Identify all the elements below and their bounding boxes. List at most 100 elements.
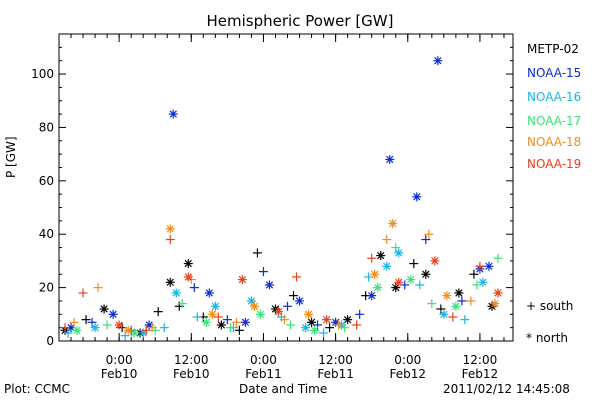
y-tick-label: 100	[31, 67, 54, 81]
point-noaa-15-north	[240, 317, 250, 327]
point-noaa-19-south	[475, 261, 485, 271]
point-noaa-18-north	[442, 291, 452, 301]
point-noaa-19-south	[141, 325, 151, 335]
point-noaa-16-north	[382, 261, 392, 271]
point-noaa-15-north	[484, 261, 494, 271]
x-tick-date-label: Feb10	[101, 367, 138, 381]
plot-timestamp: 2011/02/12 14:45:08	[443, 382, 570, 396]
point-noaa-19-north	[237, 275, 247, 285]
point-noaa-19-south	[60, 323, 70, 333]
y-tick-label: 40	[39, 227, 54, 241]
point-noaa-15-north	[385, 154, 395, 164]
legend-north-symbol: * north	[526, 331, 569, 345]
plot-frame	[58, 33, 514, 342]
point-metp-02-north	[99, 304, 109, 314]
point-noaa-19-south	[213, 312, 223, 322]
x-tick-date-label: Feb11	[245, 367, 282, 381]
point-noaa-19-south	[165, 235, 175, 245]
point-noaa-17-south	[391, 243, 401, 253]
point-noaa-19-north	[493, 288, 503, 298]
x-tick-date-label: Feb12	[462, 367, 499, 381]
point-metp-02-north	[454, 288, 464, 298]
point-noaa-17-south	[340, 323, 350, 333]
point-noaa-16-south	[192, 312, 202, 322]
point-noaa-19-north	[322, 315, 332, 325]
point-noaa-18-north	[165, 224, 175, 234]
point-noaa-16-north	[301, 323, 311, 333]
point-metp-02-north	[183, 259, 193, 269]
point-noaa-17-south	[493, 253, 503, 263]
point-noaa-16-south	[159, 323, 169, 333]
point-metp-02-south	[153, 307, 163, 317]
point-noaa-18-south	[69, 317, 79, 327]
point-noaa-19-north	[273, 307, 283, 317]
y-tick-label: 0	[46, 334, 54, 348]
point-noaa-19-south	[352, 320, 362, 330]
point-metp-02-north	[421, 269, 431, 279]
point-metp-02-south	[289, 291, 299, 301]
point-noaa-18-south	[424, 229, 434, 239]
point-noaa-17-south	[177, 299, 187, 309]
point-noaa-15-south	[258, 267, 268, 277]
point-noaa-15-south	[189, 283, 199, 293]
point-noaa-19-north	[430, 256, 440, 266]
point-noaa-15-north	[412, 192, 422, 202]
point-noaa-16-north	[394, 248, 404, 258]
point-noaa-18-south	[466, 296, 476, 306]
point-noaa-18-south	[334, 320, 344, 330]
point-noaa-18-north	[388, 219, 398, 229]
point-noaa-15-north	[264, 280, 274, 290]
point-metp-02-south	[409, 259, 419, 269]
point-noaa-19-south	[367, 253, 377, 263]
point-noaa-16-north	[210, 301, 220, 311]
point-noaa-16-south	[63, 328, 73, 338]
point-noaa-19-south	[292, 272, 302, 282]
x-tick-label: 0:00	[250, 353, 277, 367]
point-noaa-17-south	[102, 320, 112, 330]
point-noaa-19-south	[448, 312, 458, 322]
point-noaa-15-south	[421, 235, 431, 245]
legend-entry-noaa-17: NOAA-17	[527, 114, 582, 128]
point-metp-02-south	[252, 248, 262, 258]
point-noaa-18-south	[147, 323, 157, 333]
point-noaa-18-south	[93, 283, 103, 293]
point-noaa-15-north	[367, 291, 377, 301]
point-noaa-16-south	[415, 280, 425, 290]
point-metp-02-north	[216, 320, 226, 330]
x-tick-label: 12:00	[174, 353, 209, 367]
point-noaa-18-north	[490, 299, 500, 309]
point-noaa-16-south	[460, 315, 470, 325]
point-noaa-17-south	[225, 323, 235, 333]
point-noaa-19-north	[114, 320, 124, 330]
point-metp-02-south	[469, 269, 479, 279]
point-noaa-17-north	[310, 325, 320, 335]
x-tick-date-label: Feb10	[173, 367, 210, 381]
point-noaa-17-north	[72, 325, 82, 335]
x-axis-label: Date and Time	[239, 382, 328, 396]
point-noaa-16-north	[171, 288, 181, 298]
point-noaa-17-north	[255, 309, 265, 319]
point-noaa-16-north	[90, 323, 100, 333]
legend-entry-noaa-19: NOAA-19	[527, 157, 582, 171]
point-noaa-19-north	[394, 277, 404, 287]
point-noaa-16-south	[319, 328, 329, 338]
point-noaa-15-north	[108, 309, 118, 319]
point-metp-02-north	[165, 277, 175, 287]
legend-entry-noaa-18: NOAA-18	[527, 135, 582, 149]
legend-south-symbol: + south	[526, 299, 574, 313]
point-noaa-15-north	[168, 109, 178, 119]
y-tick-label: 60	[39, 174, 54, 188]
point-noaa-18-south	[382, 235, 392, 245]
point-noaa-18-south	[231, 317, 241, 327]
legend-entry-noaa-15: NOAA-15	[527, 66, 582, 80]
point-noaa-18-north	[370, 269, 380, 279]
point-noaa-17-south	[472, 280, 482, 290]
point-noaa-15-north	[204, 288, 214, 298]
point-noaa-15-south	[355, 309, 365, 319]
legend-entry-noaa-16: NOAA-16	[527, 90, 582, 104]
x-tick-date-label: Feb12	[390, 367, 427, 381]
point-noaa-15-north	[433, 56, 443, 66]
point-metp-02-south	[325, 323, 335, 333]
point-noaa-17-north	[451, 301, 461, 311]
